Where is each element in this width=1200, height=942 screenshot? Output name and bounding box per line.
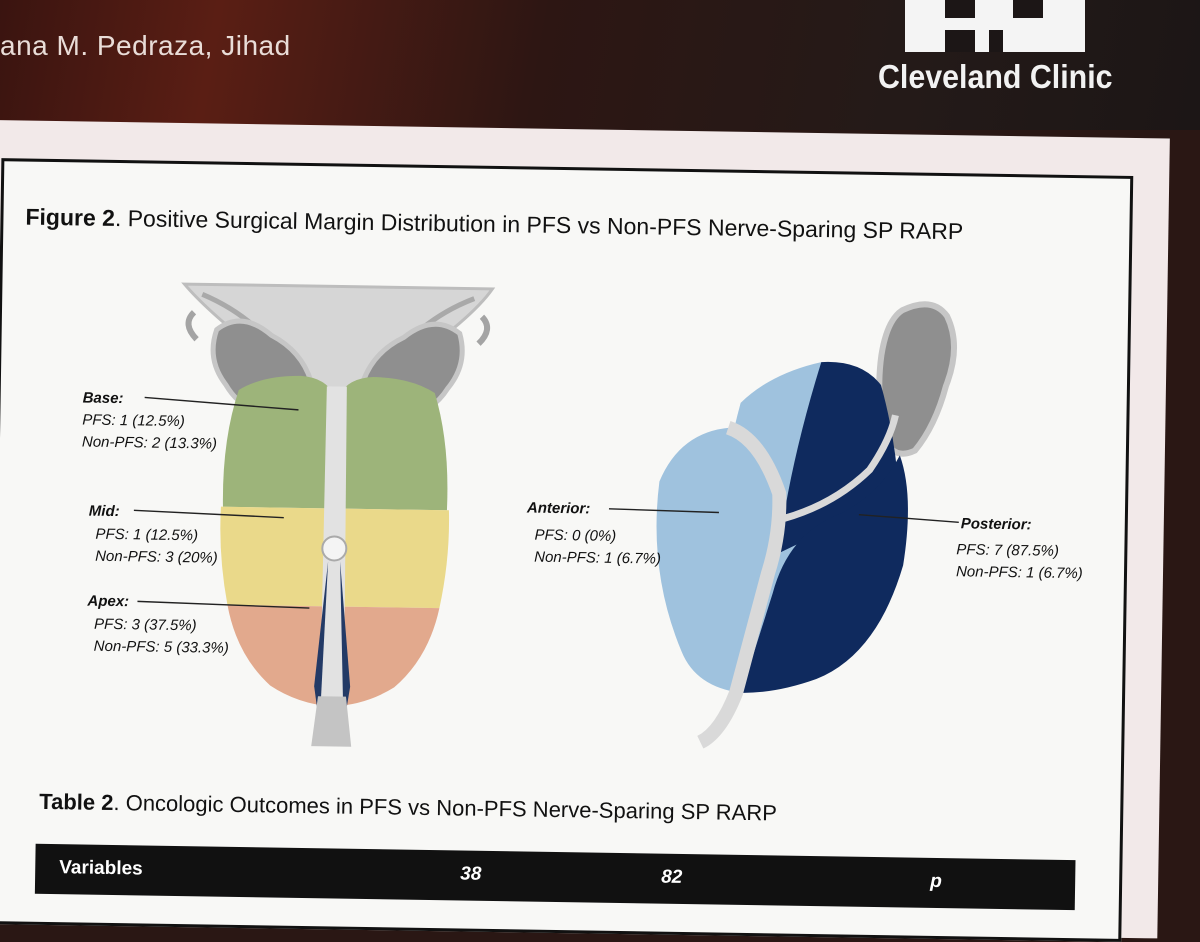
- author-list: ana M. Pedraza, Jihad: [0, 30, 291, 61]
- mid-label: Mid:: [89, 503, 120, 520]
- zone-labels: Base: PFS: 1 (12.5%) Non-PFS: 2 (13.3%) …: [82, 389, 1083, 657]
- sagittal-prostate-diagram: [656, 301, 957, 749]
- base-leader-line: [144, 396, 299, 411]
- mid-non-pfs-value: Non-PFS: 3 (20%): [95, 548, 218, 567]
- nerve-bundle-right: [340, 561, 351, 727]
- table-caption: . Oncologic Outcomes in PFS vs Non-PFS N…: [113, 790, 778, 826]
- base-pfs-value: PFS: 1 (12.5%): [82, 411, 185, 430]
- urethra-sagittal: [696, 420, 787, 749]
- apex-pfs-value: PFS: 3 (37.5%): [94, 616, 197, 635]
- base-non-pfs-value: Non-PFS: 2 (13.3%): [82, 433, 217, 452]
- apex-leader-line: [137, 600, 310, 609]
- logo-text: Cleveland Clinic: [878, 58, 1113, 95]
- header-cell-non-pfs-count: 82: [661, 866, 683, 888]
- posterior-non-pfs-value: Non-PFS: 1 (6.7%): [956, 563, 1083, 582]
- vas-deferens-left: [185, 310, 199, 342]
- posterior-leader-line: [858, 513, 959, 523]
- prostate-diagrams: Base: PFS: 1 (12.5%) Non-PFS: 2 (13.3%) …: [82, 282, 1083, 749]
- table-label: Table 2: [39, 788, 114, 816]
- cleveland-clinic-logo-icon: [905, 0, 1085, 52]
- figure-panel: Figure 2. Positive Surgical Margin Distr…: [0, 158, 1134, 942]
- base-zone: [222, 375, 336, 509]
- header-cell-variables: Variables: [59, 857, 143, 880]
- header-cell-p: p: [929, 870, 942, 893]
- header-cell-pfs-count: 38: [460, 863, 482, 885]
- verumontanum: [321, 535, 348, 562]
- ejaculatory-duct: [782, 414, 899, 522]
- posterior-label: Posterior:: [961, 515, 1032, 533]
- anterior-pfs-value: PFS: 0 (0%): [534, 527, 616, 545]
- anterior-label: Anterior:: [526, 499, 591, 517]
- posterior-pfs-value: PFS: 7 (87.5%): [956, 541, 1059, 560]
- apex-label: Apex:: [86, 593, 129, 611]
- nerve-bundle-left: [314, 561, 329, 727]
- base-zone-right: [335, 377, 448, 511]
- apex-non-pfs-value: Non-PFS: 5 (33.3%): [94, 638, 229, 657]
- vas-deferens-right: [476, 314, 491, 346]
- base-label: Base:: [83, 389, 124, 407]
- poster-sheet: Figure 2. Positive Surgical Margin Distr…: [0, 120, 1170, 942]
- anterior-leader-line: [608, 508, 719, 514]
- table-header-row: Variables 38 82 p: [34, 843, 1076, 911]
- coronal-prostate-diagram: [181, 282, 496, 747]
- anterior-non-pfs-value: Non-PFS: 1 (6.7%): [534, 549, 661, 568]
- mid-leader-line: [133, 509, 284, 519]
- poster-header-banner: ana M. Pedraza, Jihad Cleveland Clinic: [0, 0, 1200, 130]
- mid-pfs-value: PFS: 1 (12.5%): [95, 526, 198, 545]
- membranous-urethra: [311, 696, 352, 747]
- anterior-zone: [656, 427, 775, 693]
- table-title: Table 2. Oncologic Outcomes in PFS vs No…: [39, 789, 777, 827]
